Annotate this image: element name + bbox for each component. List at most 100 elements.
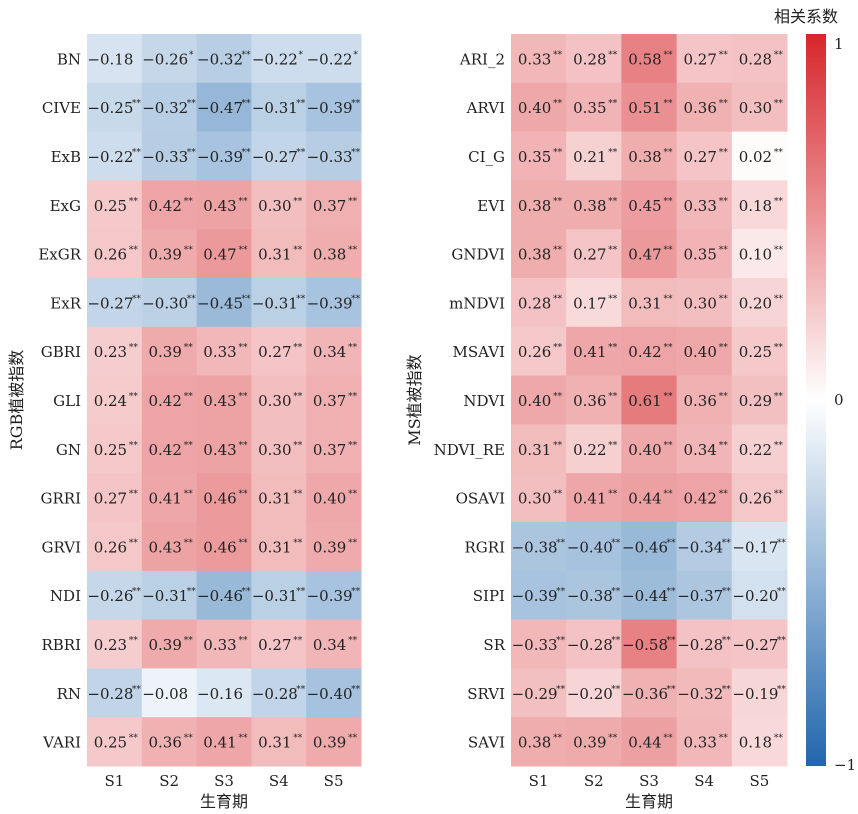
ms-significance-mark: ** <box>553 392 563 402</box>
ms-significance-mark: ** <box>667 587 677 597</box>
ms-heatmap-cell <box>731 522 788 572</box>
ms-cell-label: 0.30 <box>518 490 551 508</box>
ms-significance-mark: ** <box>611 538 621 548</box>
rgb-significance-mark: ** <box>184 197 194 207</box>
rgb-heatmap-cell <box>306 717 362 767</box>
ms-cell-label: 0.38 <box>628 148 661 166</box>
ms-significance-mark: ** <box>719 441 729 451</box>
rgb-cell-label: 0.43 <box>203 197 236 215</box>
ms-row-label: mNDVI <box>449 294 505 312</box>
rgb-cell-label: 0.40 <box>313 490 346 508</box>
ms-cell-label: 0.33 <box>683 197 716 215</box>
rgb-significance-mark: ** <box>239 490 249 500</box>
rgb-significance-mark: ** <box>184 343 194 353</box>
rgb-heatmap-cell <box>306 34 362 84</box>
ms-cell-label: −0.40 <box>567 538 613 556</box>
rgb-heatmap-cell <box>87 229 143 279</box>
rgb-significance-mark: ** <box>187 99 197 109</box>
rgb-significance-mark: * <box>353 50 358 60</box>
rgb-heatmap-cell <box>87 180 143 230</box>
ms-heatmap-cell <box>566 34 622 84</box>
rgb-significance-mark: ** <box>348 246 358 256</box>
ms-significance-mark: ** <box>608 50 618 60</box>
rgb-significance-mark: ** <box>184 636 194 646</box>
ms-cell-label: −0.38 <box>567 587 613 605</box>
ms-significance-mark: ** <box>553 148 563 158</box>
ms-cell-label: 0.51 <box>628 99 661 117</box>
rgb-heatmap-cell <box>141 619 198 669</box>
ms-cell-label: 0.41 <box>573 490 606 508</box>
rgb-cell-label: 0.23 <box>94 343 127 361</box>
rgb-significance-mark: ** <box>293 636 303 646</box>
ms-heatmap-cell <box>621 34 678 84</box>
rgb-significance-mark: ** <box>293 734 303 744</box>
ms-cell-label: 0.40 <box>683 343 716 361</box>
ms-significance-mark: ** <box>553 441 563 451</box>
ms-heatmap-cell <box>731 473 788 523</box>
ms-heatmap-cell <box>621 180 678 230</box>
rgb-heatmap-cell <box>196 717 252 767</box>
rgb-heatmap-cell <box>196 375 252 425</box>
ms-heatmap-cell <box>511 619 567 669</box>
ms-significance-mark: ** <box>664 490 674 500</box>
rgb-significance-mark: ** <box>348 197 358 207</box>
rgb-cell-label: −0.31 <box>252 99 298 117</box>
rgb-significance-mark: ** <box>242 587 252 597</box>
rgb-heatmap-cell <box>87 375 143 425</box>
rgb-significance-mark: ** <box>348 490 358 500</box>
ms-significance-mark: ** <box>719 197 729 207</box>
rgb-cell-label: 0.39 <box>148 636 181 654</box>
ms-significance-mark: ** <box>608 734 618 744</box>
ms-heatmap-cell <box>676 424 733 474</box>
ms-cell-label: 0.36 <box>573 392 606 410</box>
rgb-significance-mark: ** <box>296 294 306 304</box>
ms-significance-mark: ** <box>553 734 563 744</box>
ms-significance-mark: ** <box>664 392 674 402</box>
rgb-cell-label: 0.36 <box>148 734 181 752</box>
rgb-heatmap-cell <box>141 375 198 425</box>
ms-cell-label: 0.38 <box>518 246 551 264</box>
ms-cell-label: 0.33 <box>518 50 551 68</box>
rgb-significance-mark: ** <box>351 685 361 695</box>
rgb-significance-mark: ** <box>129 441 139 451</box>
rgb-x-axis-label: 生育期 <box>200 792 248 811</box>
rgb-cell-label: 0.26 <box>94 538 127 556</box>
ms-heatmap-cell <box>676 131 733 181</box>
ms-significance-mark: ** <box>774 294 784 304</box>
rgb-heatmap-cell <box>306 619 362 669</box>
rgb-row-label: ExG <box>50 197 81 215</box>
ms-cell-label: 0.31 <box>518 441 551 459</box>
rgb-cell-label: −0.18 <box>87 50 133 68</box>
rgb-cell-label: 0.38 <box>313 246 346 264</box>
ms-significance-mark: ** <box>774 343 784 353</box>
ms-cell-label: −0.34 <box>677 538 723 556</box>
rgb-significance-mark: ** <box>129 197 139 207</box>
rgb-heatmap-cell <box>306 522 362 572</box>
ms-heatmap-cell <box>731 131 788 181</box>
ms-significance-mark: ** <box>719 50 729 60</box>
rgb-heatmap-cell <box>87 668 143 718</box>
rgb-heatmap-cell <box>196 131 252 181</box>
rgb-cell-label: 0.27 <box>94 490 127 508</box>
rgb-significance-mark: ** <box>293 197 303 207</box>
ms-cell-label: −0.58 <box>622 636 668 654</box>
rgb-cell-label: −0.08 <box>142 685 188 703</box>
rgb-cell-label: 0.31 <box>258 538 291 556</box>
ms-row-label: MSAVI <box>453 343 506 361</box>
ms-heatmap-cell <box>731 278 788 328</box>
ms-cell-label: 0.28 <box>739 50 772 68</box>
rgb-significance-mark: ** <box>296 99 306 109</box>
ms-significance-mark: ** <box>611 587 621 597</box>
ms-significance-mark: ** <box>722 685 732 695</box>
rgb-heatmap-cell <box>141 717 198 767</box>
ms-row-label: ARI_2 <box>459 50 505 68</box>
rgb-heatmap-cell <box>141 473 198 523</box>
ms-significance-mark: ** <box>719 343 729 353</box>
rgb-heatmap-cell <box>251 326 307 377</box>
ms-cell-label: −0.33 <box>512 636 558 654</box>
ms-heatmap-cell <box>676 34 733 84</box>
rgb-heatmap-cell <box>87 522 143 572</box>
rgb-heatmap-cell <box>141 570 198 621</box>
ms-cell-label: −0.28 <box>567 636 613 654</box>
rgb-significance-mark: * <box>299 50 304 60</box>
